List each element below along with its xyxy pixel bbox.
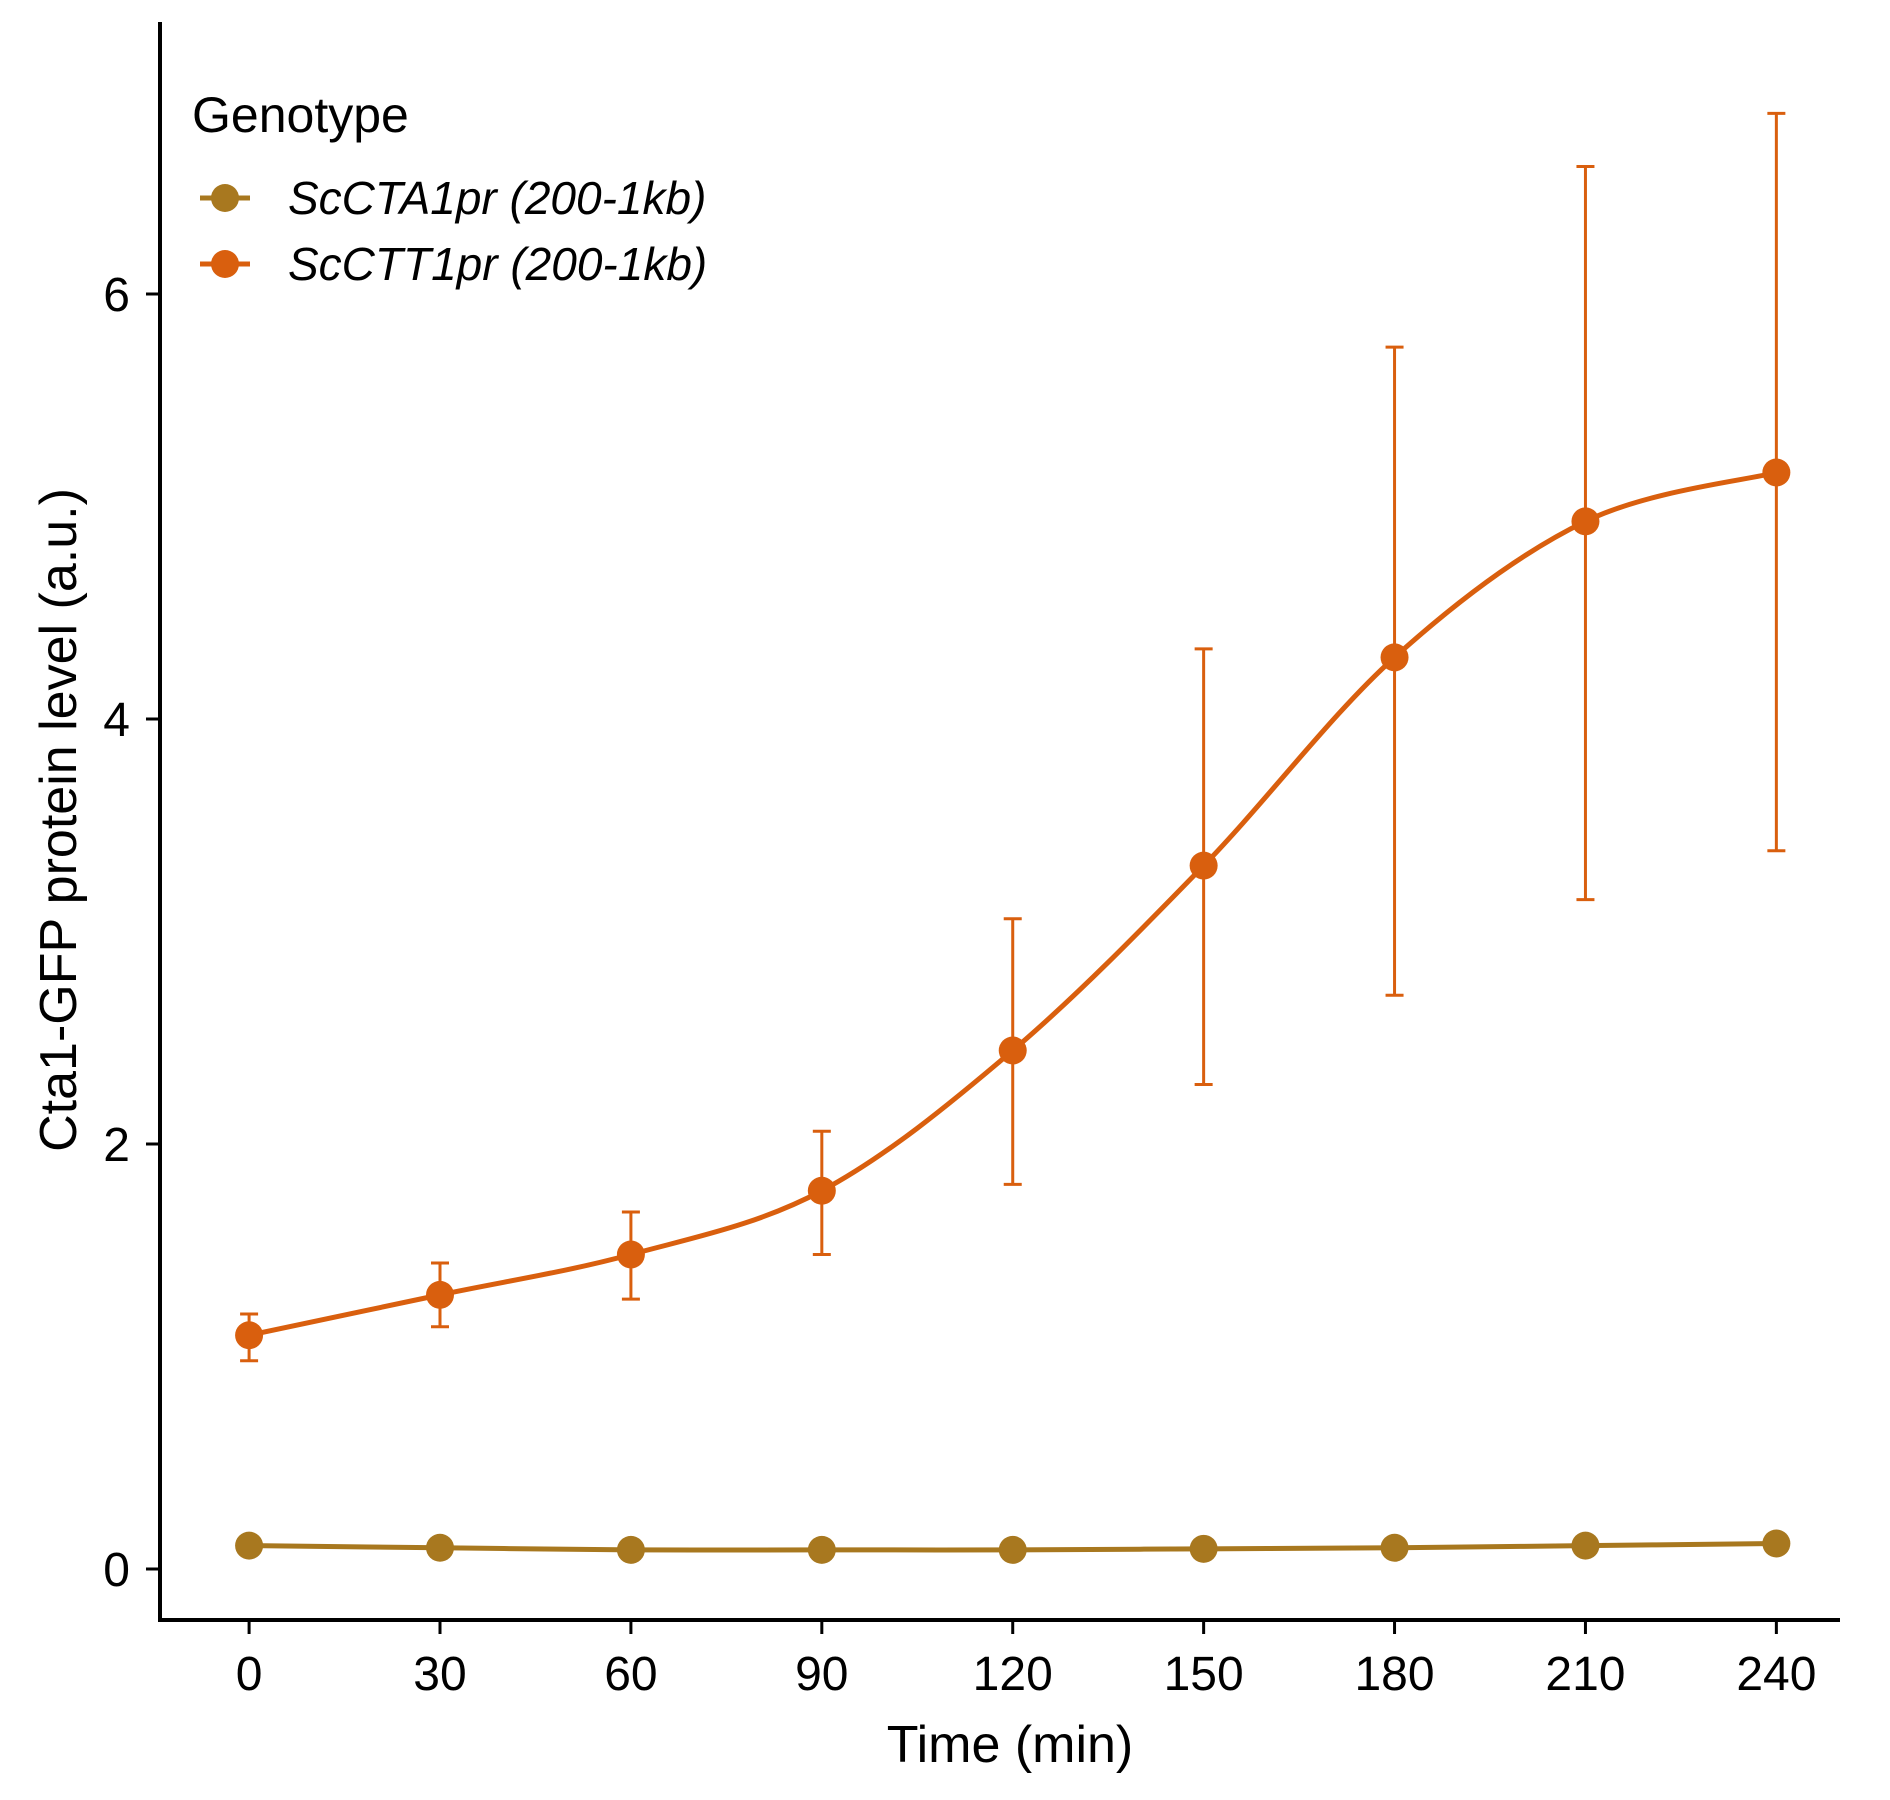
x-tick-label: 90 xyxy=(795,1648,848,1701)
data-point xyxy=(1380,643,1409,672)
data-point xyxy=(616,1240,645,1269)
data-point xyxy=(1571,1531,1600,1560)
y-tick-label: 4 xyxy=(103,694,130,747)
y-tick-label: 6 xyxy=(103,269,130,322)
x-tick-label: 30 xyxy=(413,1648,466,1701)
data-point xyxy=(235,1321,264,1350)
data-point xyxy=(426,1280,454,1309)
data-point xyxy=(1189,1534,1218,1563)
x-tick-label: 210 xyxy=(1545,1648,1625,1701)
legend-key-marker xyxy=(211,184,239,212)
legend: Genotype ScCTA1pr (200-1kb) ScCTT1pr (200… xyxy=(192,87,707,290)
data-point xyxy=(998,1036,1027,1065)
data-point xyxy=(1189,851,1218,880)
data-point xyxy=(807,1535,836,1564)
data-point xyxy=(235,1531,264,1560)
legend-title: Genotype xyxy=(192,87,409,143)
data-point xyxy=(1571,507,1600,536)
x-tick-label: 180 xyxy=(1354,1648,1434,1701)
series-1 xyxy=(235,1529,1791,1564)
x-tick-label: 240 xyxy=(1736,1648,1816,1701)
x-axis-title: Time (min) xyxy=(887,1716,1134,1774)
plot-area xyxy=(235,111,1791,1564)
data-point xyxy=(616,1535,645,1564)
data-point xyxy=(1762,1529,1791,1558)
y-tick-label: 0 xyxy=(103,1544,130,1597)
x-tick-label: 150 xyxy=(1164,1648,1244,1701)
data-point xyxy=(998,1535,1027,1564)
legend-label: ScCTA1pr (200-1kb) xyxy=(288,172,706,224)
x-tick-label: 120 xyxy=(973,1648,1053,1701)
data-point xyxy=(807,1176,836,1205)
series-2 xyxy=(235,111,1791,1363)
x-tick-label: 0 xyxy=(236,1648,263,1701)
x-tick-label: 60 xyxy=(604,1648,657,1701)
y-axis-title: Cta1-GFP protein level (a.u.) xyxy=(30,488,88,1152)
data-point xyxy=(1762,458,1791,487)
series-line xyxy=(248,470,1777,1338)
y-tick-label: 2 xyxy=(103,1119,130,1172)
data-point xyxy=(1380,1533,1409,1562)
data-point xyxy=(426,1533,454,1562)
legend-key-marker xyxy=(211,250,239,278)
legend-label: ScCTT1pr (200-1kb) xyxy=(288,238,707,290)
